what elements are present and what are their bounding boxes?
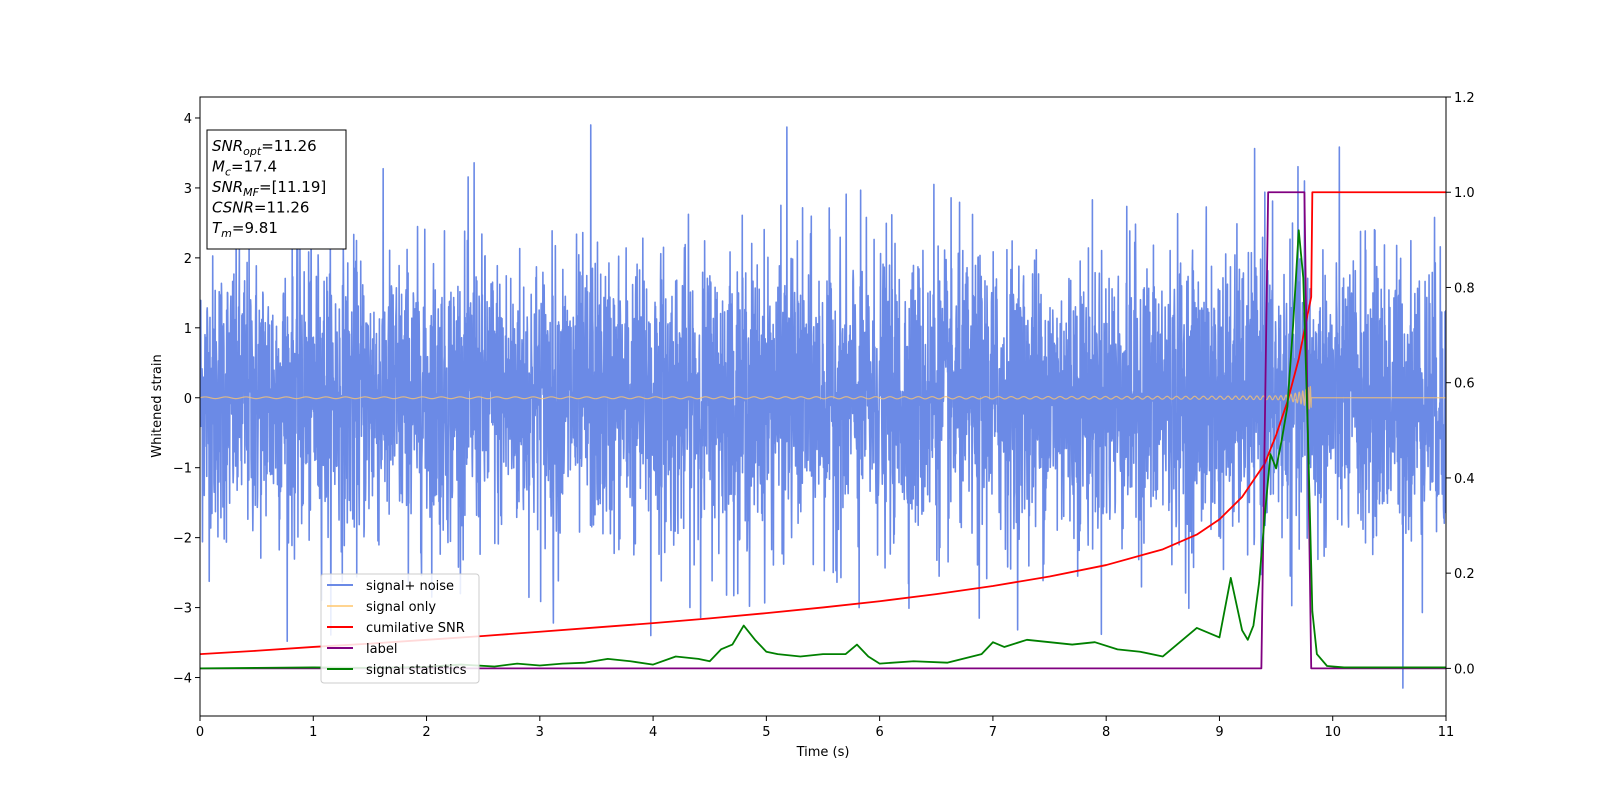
y-tick-label-left: −2 bbox=[173, 532, 192, 547]
info-symbol: M bbox=[212, 158, 225, 176]
info-box: SNRopt=11.26Mc=17.4SNRMF=[11.19]CSNR=11.… bbox=[206, 129, 347, 250]
info-box-frame bbox=[206, 129, 347, 250]
series-line-3 bbox=[200, 191, 1446, 670]
info-line: Tm=9.81 bbox=[212, 219, 278, 240]
plot-frame bbox=[199, 96, 1447, 717]
info-line: Mc=17.4 bbox=[212, 158, 277, 179]
info-symbol: CSNR bbox=[212, 199, 254, 217]
series-line-0 bbox=[200, 124, 1446, 689]
info-subscript: c bbox=[225, 166, 231, 179]
y-tick-label-left: 0 bbox=[184, 392, 192, 407]
info-symbol: T bbox=[212, 219, 223, 237]
x-tick-label: 9 bbox=[1215, 725, 1223, 740]
y-tick-label-left: −4 bbox=[173, 672, 192, 687]
info-symbol: SNR bbox=[212, 137, 243, 155]
info-value: =11.26 bbox=[254, 199, 310, 217]
y-tick-label-right: 1.0 bbox=[1454, 186, 1475, 201]
y-axis-left: −4 −3 −2 −1 0 1 2 3 4 bbox=[173, 112, 200, 687]
x-tick-label: 4 bbox=[649, 725, 657, 740]
y-tick-label-right: 0.4 bbox=[1454, 472, 1475, 487]
x-tick-label: 3 bbox=[536, 725, 544, 740]
legend-label: signal+ noise bbox=[366, 579, 454, 594]
x-tick-label: 0 bbox=[196, 725, 204, 740]
info-line: SNRopt=11.26 bbox=[212, 137, 317, 158]
info-value: =9.81 bbox=[232, 219, 278, 237]
info-symbol: SNR bbox=[212, 178, 243, 196]
x-tick-label: 5 bbox=[762, 725, 770, 740]
info-subscript: opt bbox=[243, 145, 262, 158]
y-tick-label-right: 0.0 bbox=[1454, 662, 1475, 677]
legend-label: signal only bbox=[366, 600, 436, 615]
series-line-1 bbox=[200, 385, 1446, 410]
info-line: CSNR=11.26 bbox=[212, 199, 309, 217]
x-axis: 0 1 2 3 4 5 6 7 8 9 10 11 bbox=[196, 716, 1454, 740]
x-tick-label: 11 bbox=[1438, 725, 1455, 740]
y-tick-label-right: 1.2 bbox=[1454, 91, 1475, 106]
x-tick-label: 7 bbox=[989, 725, 997, 740]
legend-label: signal statistics bbox=[366, 663, 467, 678]
x-tick-label: 1 bbox=[309, 725, 317, 740]
y-tick-label-left: −1 bbox=[173, 462, 192, 477]
x-tick-label: 10 bbox=[1324, 725, 1341, 740]
info-subscript: m bbox=[221, 227, 232, 240]
y-tick-label-left: 3 bbox=[184, 182, 192, 197]
y-tick-label-left: 4 bbox=[184, 112, 192, 127]
info-line: SNRMF=[11.19] bbox=[212, 178, 326, 199]
y-tick-label-right: 0.6 bbox=[1454, 377, 1475, 392]
info-value: =11.26 bbox=[261, 137, 317, 155]
y-tick-label-left: 2 bbox=[184, 252, 192, 267]
legend-label: cumilative SNR bbox=[366, 621, 465, 636]
info-subscript: MF bbox=[243, 186, 259, 199]
x-tick-label: 8 bbox=[1102, 725, 1110, 740]
y-tick-label-right: 0.2 bbox=[1454, 567, 1475, 582]
y-tick-label-left: 1 bbox=[184, 322, 192, 337]
info-value: =17.4 bbox=[231, 158, 277, 176]
x-axis-title: Time (s) bbox=[796, 745, 850, 760]
x-tick-label: 6 bbox=[875, 725, 883, 740]
info-value: =[11.19] bbox=[259, 178, 326, 196]
series-line-4 bbox=[200, 229, 1446, 670]
legend-label: label bbox=[366, 642, 397, 657]
y-tick-label-left: −3 bbox=[173, 602, 192, 617]
legend-frame bbox=[320, 573, 480, 684]
y-tick-label-right: 0.8 bbox=[1454, 281, 1475, 296]
y-axis-title: Whitened strain bbox=[150, 354, 165, 457]
y-axis-right: 0.0 0.2 0.4 0.6 0.8 1.0 1.2 bbox=[1446, 91, 1475, 677]
legend: signal+ noise signal only cumilative SNR la… bbox=[320, 573, 480, 684]
x-tick-label: 2 bbox=[422, 725, 430, 740]
